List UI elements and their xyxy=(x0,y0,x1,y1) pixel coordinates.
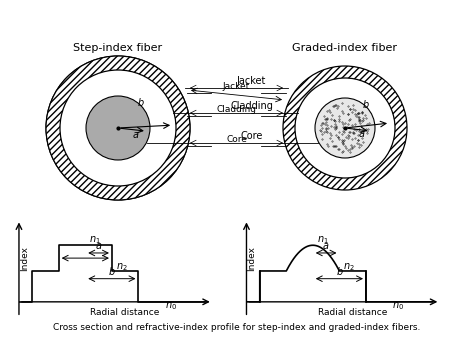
Text: $n_2$: $n_2$ xyxy=(116,262,128,273)
Text: Cladding: Cladding xyxy=(217,105,256,114)
Text: Step-index fiber: Step-index fiber xyxy=(73,43,163,53)
Text: Jacket: Jacket xyxy=(223,82,250,91)
Circle shape xyxy=(86,96,150,160)
Text: Radial distance: Radial distance xyxy=(91,308,160,317)
Text: $n_0$: $n_0$ xyxy=(392,300,404,312)
Text: Index: Index xyxy=(247,246,256,271)
Text: Jacket: Jacket xyxy=(237,76,266,86)
Text: Cladding: Cladding xyxy=(230,101,273,111)
Text: $n_2$: $n_2$ xyxy=(343,262,355,273)
Text: Core: Core xyxy=(226,135,247,144)
Text: $a$: $a$ xyxy=(322,241,330,251)
Text: $n_0$: $n_0$ xyxy=(165,300,177,312)
Text: b: b xyxy=(363,100,369,110)
Circle shape xyxy=(283,66,407,190)
Text: $b$: $b$ xyxy=(108,265,116,277)
Circle shape xyxy=(315,98,375,158)
Text: Index: Index xyxy=(20,246,29,271)
Text: b: b xyxy=(138,98,144,108)
Text: Graded-index fiber: Graded-index fiber xyxy=(292,43,398,53)
Circle shape xyxy=(295,78,395,178)
Text: $n_1$: $n_1$ xyxy=(317,235,328,247)
Text: Cross section and refractive-index profile for step-index and graded-index fiber: Cross section and refractive-index profi… xyxy=(53,323,421,332)
Text: Core: Core xyxy=(240,131,263,141)
Text: a: a xyxy=(133,130,139,140)
Circle shape xyxy=(46,56,190,200)
Text: $a$: $a$ xyxy=(95,241,102,251)
Text: Radial distance: Radial distance xyxy=(318,308,387,317)
Text: $b$: $b$ xyxy=(336,265,343,277)
Circle shape xyxy=(60,70,176,186)
Text: a: a xyxy=(359,129,365,139)
Text: $n_1$: $n_1$ xyxy=(89,235,101,247)
Circle shape xyxy=(46,56,190,200)
